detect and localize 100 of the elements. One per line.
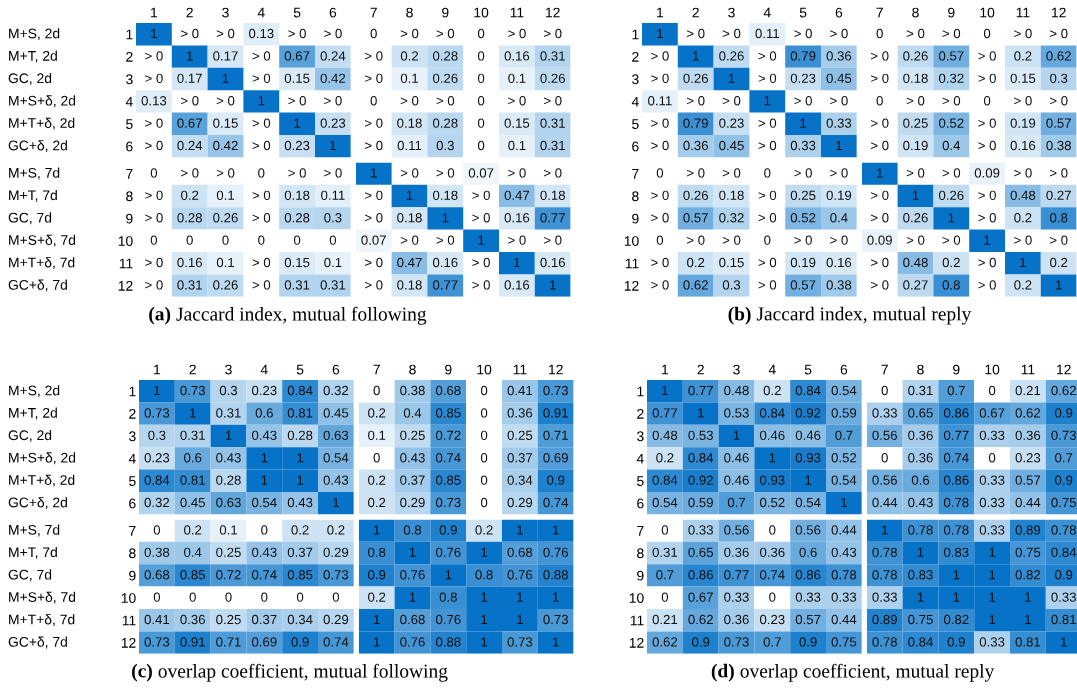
data-label: 0.29	[507, 497, 533, 508]
data-label: 0.73	[543, 385, 568, 396]
data-label: 0.07	[361, 235, 386, 245]
data-label: 0.76	[435, 547, 461, 557]
text: > 0	[794, 96, 812, 106]
data-label: 0.38	[400, 385, 425, 396]
data-label: 0.16	[432, 257, 458, 268]
y-tick-label: 11	[119, 258, 133, 269]
data-label: 1	[989, 547, 996, 557]
y2-tick-label: M+T, 7d	[9, 189, 57, 202]
text: > 0	[252, 213, 271, 223]
data-label: 1	[1025, 592, 1031, 602]
y-tick-label: 5	[637, 476, 644, 486]
data-label: 0.31	[320, 280, 346, 290]
data-label: 0	[153, 525, 161, 535]
data-label: 0.31	[177, 280, 202, 290]
y2-tick-label: M+T+δ, 2d	[9, 117, 75, 130]
data-label: 0.45	[719, 140, 744, 151]
data-label: 0	[983, 28, 991, 39]
data-label: 0.37	[287, 547, 313, 557]
data-label: 0	[296, 592, 304, 602]
data-label: 0.89	[1015, 525, 1041, 535]
data-label: 0.68	[400, 614, 425, 625]
y2-tick-label: M+T+δ, 7d	[9, 614, 75, 627]
data-label: 1	[728, 73, 735, 83]
data-label: 0.81	[287, 408, 313, 418]
x-tick-label: 12	[549, 364, 563, 375]
data-label: 0	[656, 168, 664, 178]
data-label: 0.53	[688, 430, 713, 440]
data-label: 0.77	[540, 213, 565, 223]
x-tick-label: 8	[406, 7, 413, 18]
data-label: 0.82	[943, 614, 969, 625]
text: > 0	[365, 190, 383, 200]
data-label: 0.67	[177, 118, 202, 128]
data-label: 0.36	[826, 51, 852, 61]
data-label: 0.73	[543, 614, 568, 625]
data-label: 0.57	[1015, 475, 1041, 485]
y2-tick-label: M+S, 2d	[9, 28, 60, 41]
data-label: 0.18	[903, 73, 928, 83]
data-label: 0.9	[368, 570, 386, 580]
x-tick-label: 10	[980, 7, 995, 18]
text: > 0	[942, 168, 961, 178]
data-label: 0.37	[400, 475, 425, 485]
data-label: 0.59	[831, 408, 857, 418]
text: > 0	[508, 235, 526, 245]
text: > 0	[1014, 96, 1032, 106]
data-label: 0	[370, 96, 377, 106]
data-label: 0.33	[872, 592, 897, 602]
data-label: 0.3	[436, 140, 454, 151]
data-label: 0.43	[251, 430, 277, 440]
data-label: 0.67	[979, 408, 1005, 418]
data-label: 0.62	[652, 637, 678, 647]
data-label: 0.25	[400, 430, 425, 440]
data-label: 0.19	[790, 257, 816, 268]
data-label: 0	[153, 592, 161, 602]
data-label: 0	[186, 235, 193, 245]
data-label: 1	[374, 637, 380, 647]
data-label: 0.11	[648, 96, 672, 106]
data-label: 0.45	[180, 497, 205, 508]
text: > 0	[978, 257, 996, 268]
y-tick-label: 11	[630, 615, 644, 626]
data-label: 0.7	[835, 430, 853, 440]
data-label: 0.53	[724, 408, 749, 418]
text: > 0	[651, 140, 669, 151]
text: > 0	[365, 73, 383, 83]
data-label: 0.56	[795, 525, 821, 535]
text: > 0	[145, 257, 163, 268]
data-label: 1	[225, 430, 232, 440]
text: > 0	[871, 51, 889, 61]
data-label: 0	[480, 453, 488, 463]
x-tick-label: 7	[370, 7, 377, 18]
data-label: 0.31	[540, 51, 565, 61]
data-label: 0.33	[979, 430, 1005, 440]
data-label: 0.52	[790, 213, 816, 223]
data-label: 1	[553, 525, 559, 535]
data-label: 0.43	[216, 453, 241, 463]
y-tick-label: 3	[637, 431, 644, 442]
text: > 0	[871, 213, 889, 223]
data-label: 0.32	[938, 73, 964, 83]
y-tick-label: 1	[632, 29, 639, 40]
data-label: 1	[294, 118, 301, 128]
data-label: 0.78	[943, 525, 969, 535]
y2-tick-label: M+S, 2d	[9, 385, 60, 398]
data-label: 0	[477, 51, 485, 61]
data-label: 0.67	[284, 51, 310, 61]
data-label: 0.57	[1046, 118, 1071, 128]
x-tick-label: 7	[881, 364, 888, 375]
text: > 0	[1050, 168, 1068, 178]
y2-tick-label: GC, 7d	[8, 212, 52, 225]
data-label: 0.6	[911, 475, 930, 485]
data-label: 0.44	[872, 497, 898, 508]
text: > 0	[794, 235, 812, 245]
data-label: 0.73	[435, 497, 461, 508]
data-label: 0.46	[759, 430, 785, 440]
data-label: 0.84	[908, 637, 933, 647]
data-label: 0.28	[177, 213, 202, 223]
y-tick-label: 4	[125, 96, 133, 107]
y-tick-label: 8	[129, 548, 136, 559]
data-label: 0.62	[1015, 408, 1041, 418]
text: > 0	[1014, 235, 1032, 245]
